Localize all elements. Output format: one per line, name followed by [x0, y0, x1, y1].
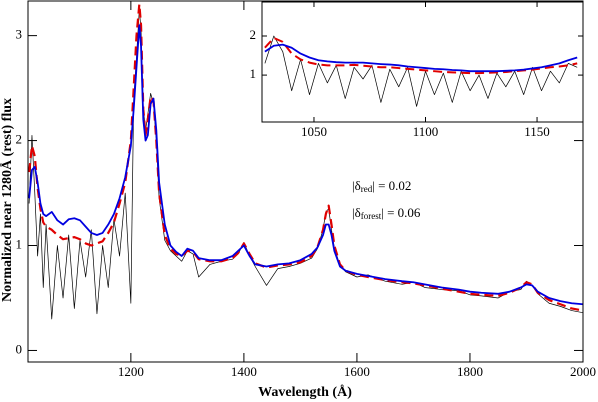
y-tick-label: 1 — [16, 236, 23, 251]
series-line — [28, 24, 583, 306]
plot-frame — [261, 1, 584, 123]
x-axis-label: Wavelength (Å) — [258, 384, 352, 400]
x-tick-label: 2000 — [570, 364, 596, 379]
x-tick-label: 1600 — [344, 364, 370, 379]
x-tick-label: 1100 — [413, 124, 439, 139]
x-tick-label: 1200 — [118, 364, 144, 379]
plot-frame — [27, 0, 584, 363]
annotation-part: |δ — [352, 178, 361, 193]
annotation-part: forest — [361, 211, 382, 221]
annotation: |δforest| = 0.06 — [352, 205, 421, 221]
inset-background — [262, 2, 583, 122]
series-line — [264, 43, 578, 73]
series-line — [264, 35, 578, 107]
y-tick-label: 2 — [16, 132, 23, 147]
series-line — [28, 3, 583, 312]
y-tick-label: 2 — [250, 27, 257, 42]
y-tick-label: 0 — [16, 341, 23, 356]
y-tick-label: 1 — [250, 66, 257, 81]
series-line — [28, 9, 583, 320]
annotation-part: red — [361, 184, 373, 194]
y-tick-label: 3 — [16, 27, 23, 42]
x-tick-label: 1400 — [231, 364, 257, 379]
x-tick-label: 1150 — [524, 124, 550, 139]
annotation: |δred| = 0.02 — [352, 178, 411, 194]
annotation-part: |δ — [352, 205, 361, 220]
y-axis-label: Normalized near 1280Å (rest) flux — [0, 98, 15, 302]
annotation-part: | = 0.02 — [372, 178, 411, 193]
x-tick-label: 1800 — [457, 364, 483, 379]
annotation-part: | = 0.06 — [381, 205, 421, 220]
x-tick-label: 1050 — [301, 124, 327, 139]
